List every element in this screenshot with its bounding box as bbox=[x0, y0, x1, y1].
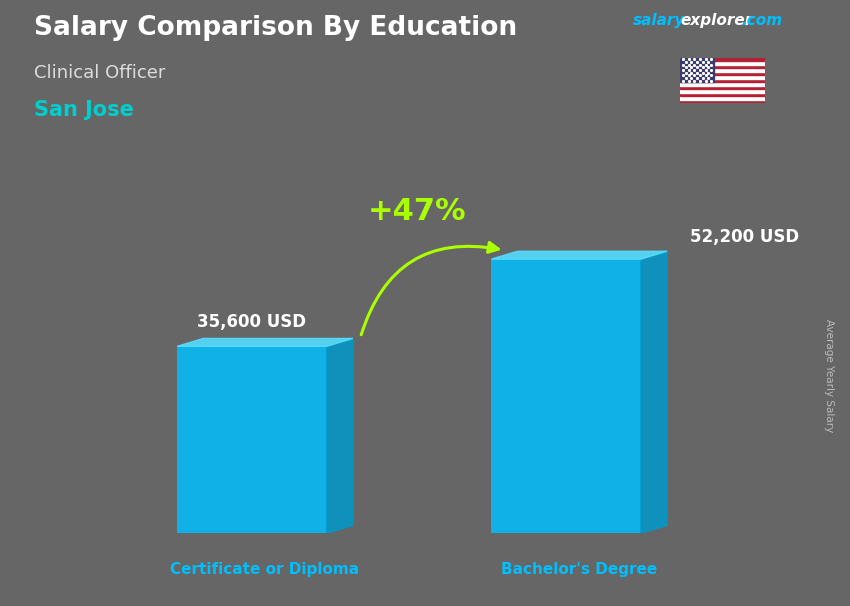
Text: 52,200 USD: 52,200 USD bbox=[689, 228, 799, 246]
Bar bbox=[680, 61, 765, 65]
Bar bbox=[680, 75, 765, 79]
Text: +47%: +47% bbox=[368, 198, 467, 227]
Bar bbox=[680, 58, 714, 82]
Text: explorer: explorer bbox=[680, 13, 752, 28]
Bar bbox=[177, 346, 326, 533]
Bar bbox=[680, 72, 765, 75]
Bar bbox=[680, 96, 765, 99]
Text: San Jose: San Jose bbox=[34, 100, 133, 120]
Bar bbox=[491, 259, 641, 533]
Text: .com: .com bbox=[741, 13, 782, 28]
Text: Average Yearly Salary: Average Yearly Salary bbox=[824, 319, 834, 432]
Bar bbox=[680, 89, 765, 93]
Bar bbox=[680, 85, 765, 89]
Bar bbox=[680, 65, 765, 68]
Text: Bachelor's Degree: Bachelor's Degree bbox=[501, 562, 657, 577]
Bar bbox=[680, 68, 765, 72]
Text: Salary Comparison By Education: Salary Comparison By Education bbox=[34, 15, 517, 41]
Text: Clinical Officer: Clinical Officer bbox=[34, 64, 166, 82]
Bar bbox=[680, 79, 765, 82]
Polygon shape bbox=[326, 338, 353, 533]
Bar bbox=[680, 99, 765, 103]
Text: 35,600 USD: 35,600 USD bbox=[197, 313, 307, 330]
Bar bbox=[680, 58, 765, 61]
Polygon shape bbox=[641, 251, 667, 533]
Text: Certificate or Diploma: Certificate or Diploma bbox=[171, 562, 360, 577]
Bar bbox=[680, 82, 765, 85]
Text: salary: salary bbox=[633, 13, 686, 28]
Bar bbox=[680, 93, 765, 96]
Polygon shape bbox=[177, 338, 353, 346]
Polygon shape bbox=[491, 251, 667, 259]
